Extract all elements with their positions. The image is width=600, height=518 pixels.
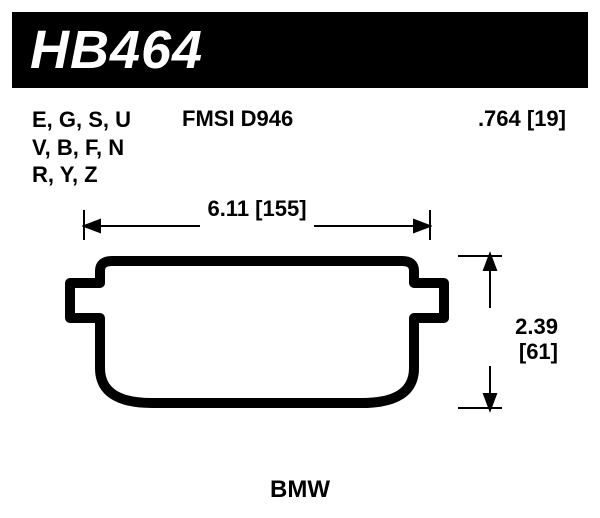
thickness-value: .764 [19]: [478, 106, 566, 132]
width-label: 6.11 [155]: [82, 196, 432, 222]
brake-pad-outline: [62, 253, 452, 413]
compounds-line3: R, Y, Z: [32, 161, 131, 189]
compounds-line2: V, B, F, N: [32, 134, 131, 162]
header-bar: HB464: [12, 12, 588, 88]
fmsi-code: FMSI D946: [182, 106, 293, 132]
info-row: E, G, S, U V, B, F, N R, Y, Z FMSI D946 …: [12, 100, 588, 180]
height-label-line1: 2.39: [515, 314, 558, 339]
diagram-area: 6.11 [155] 2.3: [12, 188, 588, 478]
height-label: 2.39 [61]: [515, 314, 558, 365]
width-dimension: 6.11 [155]: [82, 196, 432, 236]
height-dimension: 2.39 [61]: [458, 248, 558, 418]
height-label-line2: [61]: [515, 339, 558, 364]
compounds-list: E, G, S, U V, B, F, N R, Y, Z: [32, 106, 131, 189]
part-number: HB464: [30, 19, 203, 81]
brand-label: BMW: [0, 476, 600, 504]
compounds-line1: E, G, S, U: [32, 106, 131, 134]
